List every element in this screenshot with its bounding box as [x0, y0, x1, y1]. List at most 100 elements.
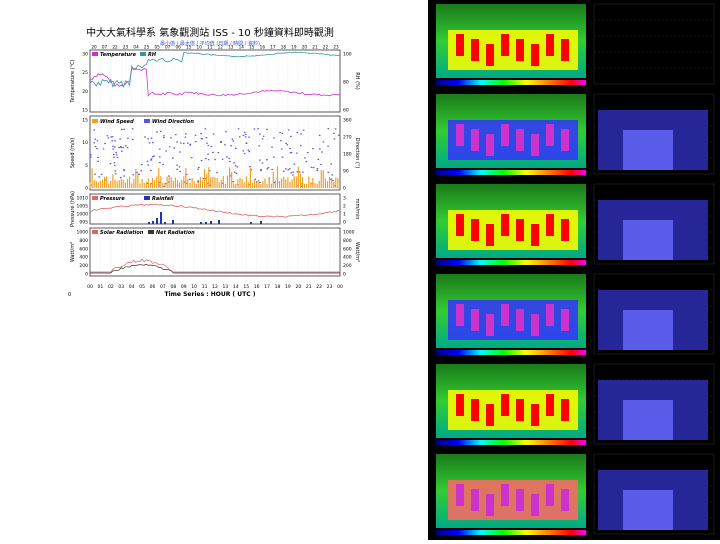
right-tick-label: 3	[343, 196, 346, 202]
wind-direction-point	[116, 156, 119, 158]
wind-direction-point	[230, 145, 232, 147]
wind-direction-point	[194, 134, 197, 136]
left-tick-label: 400	[79, 255, 88, 261]
right-tick-label: 200	[343, 263, 352, 269]
bottom-tick-label: 10	[191, 284, 197, 290]
wind-direction-point	[280, 148, 283, 150]
wind-direction-point	[316, 169, 319, 171]
radar-echo-region	[448, 210, 578, 250]
radar-colorbar	[436, 260, 586, 265]
wind-direction-point	[333, 132, 335, 134]
wind-direction-point	[279, 131, 281, 134]
left-tick-label: 25	[82, 70, 88, 76]
wind-direction-point	[105, 179, 107, 181]
right-axis-label: mm/min	[354, 199, 360, 220]
wind-direction-point	[200, 159, 203, 162]
right-tick-label: 0	[343, 272, 346, 278]
radar-echo-core	[516, 129, 524, 151]
top-tick-label: 15	[249, 45, 255, 50]
wind-direction-point	[327, 128, 330, 130]
wind-direction-point	[219, 141, 222, 143]
legend-pressure: Pressure	[100, 196, 125, 202]
wind-direction-point	[208, 170, 211, 172]
profile-echo-core	[623, 490, 673, 530]
right-tick-label: 800	[343, 238, 352, 244]
legend-swatch-net	[148, 230, 154, 234]
weather-chart-svg: 中大大氣科學系 氣象觀測站 ISS - 10 秒鐘資料即時觀測 最小值 / 最大…	[68, 26, 360, 298]
top-tick-label: 15	[186, 45, 192, 50]
wind-direction-point	[235, 147, 237, 149]
x-axis-label: Time Series : HOUR ( UTC )	[165, 291, 256, 298]
radar-echo-region	[448, 300, 578, 340]
wind-direction-point	[150, 159, 152, 161]
rainfall-bar	[250, 222, 252, 224]
wind-direction-point	[140, 164, 143, 166]
wind-direction-point	[207, 153, 209, 155]
wind-direction-point	[334, 185, 336, 187]
wind-direction-point	[163, 185, 166, 188]
wind-direction-point	[198, 166, 200, 169]
wind-direction-point	[120, 146, 123, 149]
radar-echo-core	[486, 494, 494, 516]
wind-direction-point	[131, 128, 134, 130]
wind-direction-point	[173, 147, 175, 149]
bottom-tick-label: 21	[306, 284, 312, 290]
legend-swatch-wind-direction	[144, 119, 150, 123]
wind-direction-point	[156, 131, 158, 133]
wind-direction-point	[158, 156, 161, 158]
rainfall-bar	[164, 222, 166, 224]
wind-direction-point	[111, 140, 114, 142]
wind-direction-point	[273, 182, 275, 184]
radar-echo-core	[456, 124, 464, 146]
wind-direction-point	[168, 175, 170, 177]
bottom-tick-label: 18	[275, 284, 281, 290]
left-tick-label: 200	[79, 263, 88, 269]
right-tick-label: 600	[343, 246, 352, 252]
wind-direction-point	[146, 182, 149, 184]
wind-direction-point	[296, 171, 299, 173]
wind-direction-point	[259, 181, 261, 184]
top-tick-label: 20	[91, 45, 97, 50]
wind-direction-point	[244, 136, 247, 138]
wind-direction-point	[337, 134, 340, 136]
wind-direction-point	[261, 138, 264, 140]
wind-direction-series	[90, 128, 340, 188]
wind-direction-point	[123, 175, 125, 177]
wind-direction-point	[118, 147, 120, 149]
panel-1-legend: Temperature RH	[92, 52, 157, 58]
rainfall-bar	[156, 218, 158, 224]
profile-echo-core	[623, 220, 673, 260]
wind-direction-point	[114, 170, 117, 172]
wind-direction-point	[320, 163, 322, 166]
right-tick-label: 90	[343, 169, 349, 175]
wind-direction-point	[281, 156, 284, 158]
rainfall-bar	[152, 221, 154, 224]
wind-direction-point	[206, 142, 208, 144]
wind-direction-point	[189, 178, 191, 180]
radar-echo-core	[486, 224, 494, 246]
rainfall-series	[148, 212, 262, 224]
wind-direction-point	[194, 141, 197, 143]
radar-echo-core	[471, 39, 479, 61]
wind-direction-point	[212, 133, 215, 135]
radar-echo-core	[486, 44, 494, 66]
wind-direction-point	[242, 134, 245, 137]
wind-direction-point	[110, 136, 112, 138]
wind-direction-point	[242, 150, 245, 152]
panel-gridlines	[100, 50, 330, 276]
wind-direction-point	[212, 151, 214, 153]
radar-echo-core	[471, 489, 479, 511]
wind-direction-point	[147, 164, 150, 166]
left-tick-label: 15	[82, 108, 88, 114]
wind-direction-point	[290, 172, 292, 174]
radar-echo-core	[546, 484, 554, 506]
wind-direction-point	[205, 178, 207, 180]
wind-direction-point	[300, 185, 302, 187]
wind-direction-point	[281, 132, 284, 134]
left-tick-label: 1000	[77, 212, 89, 218]
wind-direction-point	[159, 148, 161, 150]
wind-direction-point	[283, 170, 285, 172]
wind-direction-point	[292, 171, 295, 173]
rainfall-bar	[172, 220, 174, 224]
radar-echo-core	[546, 124, 554, 146]
